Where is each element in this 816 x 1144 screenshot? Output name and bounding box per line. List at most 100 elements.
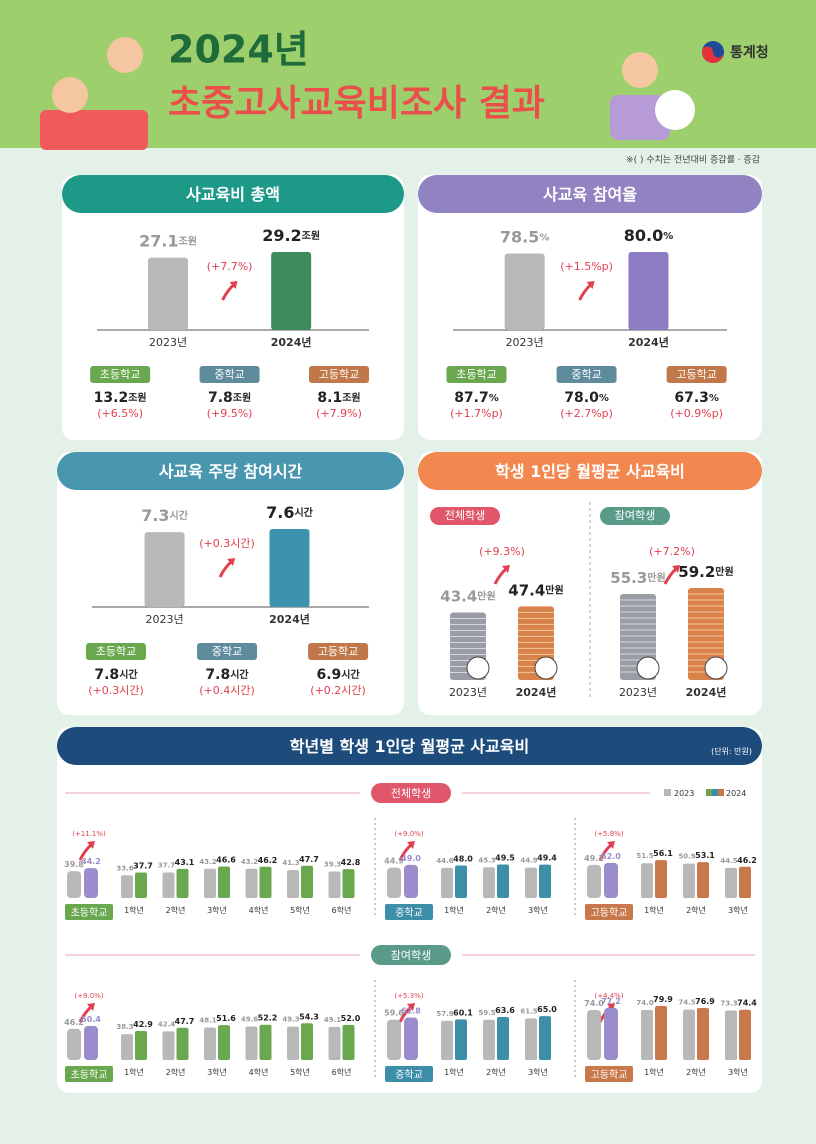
text-group: 44.9 — [384, 856, 404, 865]
card-title: 사교육 참여율 — [543, 185, 637, 204]
text-group: 65.0 — [537, 1005, 557, 1014]
text-group: 7.3시간 — [141, 506, 189, 525]
text-group: 42.8 — [341, 858, 361, 867]
text-group: 87.7% — [454, 390, 499, 406]
unit: 시간 — [341, 668, 360, 681]
grade-label: 3학년 — [528, 1067, 548, 1077]
grade-label: 3학년 — [207, 905, 227, 915]
year-label: 2024년 — [516, 685, 557, 699]
unit: 시간 — [230, 668, 249, 681]
total-value: 52.0 — [601, 851, 621, 860]
grade-value: 37.7 — [158, 862, 175, 870]
level-pill — [309, 366, 370, 383]
text-group: 2023년 — [449, 686, 487, 699]
level-pill — [666, 366, 727, 383]
legend-swatch — [718, 789, 724, 796]
text-group: 3학년 — [728, 1067, 748, 1077]
year-value: 7.6 — [266, 503, 294, 522]
grade-bar — [135, 872, 147, 898]
text-group: (+7.7%) — [207, 260, 253, 273]
grade-label: 2학년 — [486, 1067, 506, 1077]
change-label: (+9.0%) — [394, 830, 423, 838]
text-group: 초등학교 — [71, 907, 108, 919]
group-name: 전체학생 — [445, 509, 485, 522]
year-value: 80.0 — [624, 226, 663, 245]
grade-bar — [641, 863, 653, 898]
grade-bar — [725, 1010, 737, 1060]
year-bar — [148, 257, 189, 330]
grade-bar — [301, 1023, 313, 1060]
text-group: 45.3 — [478, 856, 495, 864]
year-bar — [269, 529, 310, 607]
total-bar — [587, 864, 601, 898]
text-group: (+0.2시간) — [310, 684, 366, 697]
level-name: 고등학교 — [676, 368, 716, 381]
grade-label: 2학년 — [166, 1067, 186, 1077]
grade-label: 4학년 — [249, 1067, 269, 1077]
grade-value: 46.2 — [258, 855, 278, 864]
section-tag — [371, 945, 451, 965]
text-group: 전체학생 — [391, 787, 431, 800]
text-group: 80.0% — [624, 226, 674, 245]
stack-value: 43.4 — [440, 587, 477, 605]
text-group: (+1.7%p) — [450, 407, 503, 420]
grade-value: 48.0 — [453, 854, 473, 863]
grade-bar — [176, 1027, 189, 1060]
grade-bar — [725, 867, 737, 898]
grade-bar — [245, 868, 258, 898]
change-arrow — [502, 565, 510, 573]
grade-value: 42.8 — [341, 858, 361, 867]
level-value: 78.0 — [564, 390, 599, 406]
text-group: 46.2 — [737, 855, 757, 864]
level-change: (+0.9%p) — [670, 407, 723, 420]
level-change: (+7.9%) — [316, 407, 362, 420]
text-group: 51.5 — [636, 852, 653, 860]
text-group: 55.3만원 — [610, 569, 665, 587]
text-group: 5학년 — [290, 1067, 310, 1077]
text-group: 33.6 — [116, 864, 133, 872]
text-group: 78.5% — [500, 227, 550, 246]
group-tag — [430, 507, 500, 525]
grade-value: 49.1 — [324, 1016, 341, 1024]
text-group: 중학교 — [395, 907, 423, 919]
level-pill — [308, 643, 369, 660]
text-group: 3학년 — [728, 905, 748, 915]
level-name: 초등학교 — [71, 1069, 108, 1081]
level-change: (+2.7%p) — [560, 407, 613, 420]
text-group: 1학년 — [444, 905, 464, 915]
text-group: 47.4만원 — [508, 581, 563, 599]
card — [418, 452, 762, 715]
change-arrow — [407, 841, 415, 849]
unit: 조원 — [342, 391, 360, 404]
level-change: (+1.7%p) — [450, 407, 503, 420]
text-group: 78.0% — [564, 390, 609, 406]
text-group: 중학교 — [212, 645, 242, 658]
text-group: 43.2 — [199, 858, 216, 866]
total-value: 49.0 — [401, 853, 421, 862]
level-name: 고등학교 — [591, 907, 628, 919]
card-title-bar — [57, 452, 404, 490]
total-value: 49.1 — [584, 853, 604, 862]
text-group: 44.5 — [720, 857, 737, 865]
grade-bar — [301, 865, 313, 898]
grade-bar — [525, 1018, 537, 1060]
level-pill — [85, 643, 146, 660]
text-group: 2학년 — [686, 905, 706, 915]
legend-swatch — [664, 789, 671, 796]
total-value: 62.8 — [401, 1006, 421, 1015]
text-group: 37.7 — [133, 861, 153, 870]
coin-face — [534, 656, 558, 680]
grade-value: 46.6 — [216, 855, 236, 864]
year-value: 7.3 — [141, 506, 169, 525]
unit: % — [663, 231, 673, 242]
grade-bar — [121, 1034, 133, 1060]
grade-label: 3학년 — [728, 1067, 748, 1077]
text-group: 학생 1인당 월평균 사교육비 — [495, 462, 685, 481]
level-name: 고등학교 — [591, 1069, 628, 1081]
year-bar — [628, 252, 669, 330]
text-group: (+9.5%) — [207, 407, 253, 420]
text-group: 43.2 — [241, 858, 258, 866]
text-group: 고등학교 — [318, 645, 358, 658]
grade-bar — [441, 1020, 453, 1060]
